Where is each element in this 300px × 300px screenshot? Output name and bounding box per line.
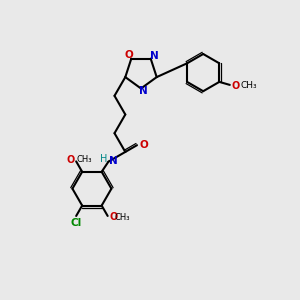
Text: O: O — [125, 50, 134, 60]
Text: CH₃: CH₃ — [114, 213, 130, 222]
Text: O: O — [109, 212, 117, 223]
Text: N: N — [139, 86, 148, 97]
Text: CH₃: CH₃ — [241, 81, 257, 90]
Text: N: N — [150, 51, 159, 61]
Text: O: O — [232, 81, 240, 91]
Text: O: O — [66, 155, 75, 165]
Text: Cl: Cl — [70, 218, 82, 228]
Text: N: N — [109, 156, 118, 166]
Text: CH₃: CH₃ — [76, 155, 92, 164]
Text: H: H — [100, 154, 107, 164]
Text: O: O — [140, 140, 149, 150]
